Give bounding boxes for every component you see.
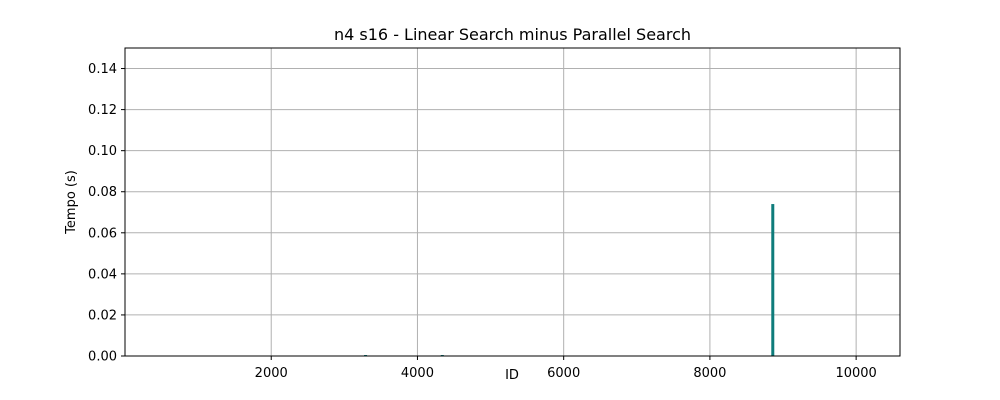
data-bar: [771, 204, 775, 356]
chart-title: n4 s16 - Linear Search minus Parallel Se…: [334, 25, 691, 44]
y-tick-label: 0.12: [88, 103, 117, 118]
plot-area-frame: [124, 47, 901, 357]
y-tick-label: 0.14: [88, 62, 117, 77]
y-tick-label: 0.02: [88, 308, 117, 323]
x-tick-label: 2000: [255, 366, 288, 381]
y-tick-label: 0.04: [88, 267, 117, 282]
x-axis-ticks: 2000 4000 6000 8000 10000: [255, 356, 877, 381]
y-tick-label: 0.06: [88, 226, 117, 241]
y-tick-label: 0.10: [88, 144, 117, 159]
y-axis-ticks: 0.00 0.02 0.04 0.06 0.08 0.10 0.12 0.14: [88, 62, 125, 365]
y-tick-label: 0.08: [88, 185, 117, 200]
y-axis-label: Tempo (s): [64, 170, 79, 235]
x-tick-label: 8000: [693, 366, 726, 381]
x-axis-label: ID: [505, 368, 519, 383]
x-tick-label: 6000: [547, 366, 580, 381]
x-tick-label: 10000: [835, 366, 876, 381]
x-tick-label: 4000: [401, 366, 434, 381]
y-tick-label: 0.00: [88, 350, 117, 365]
